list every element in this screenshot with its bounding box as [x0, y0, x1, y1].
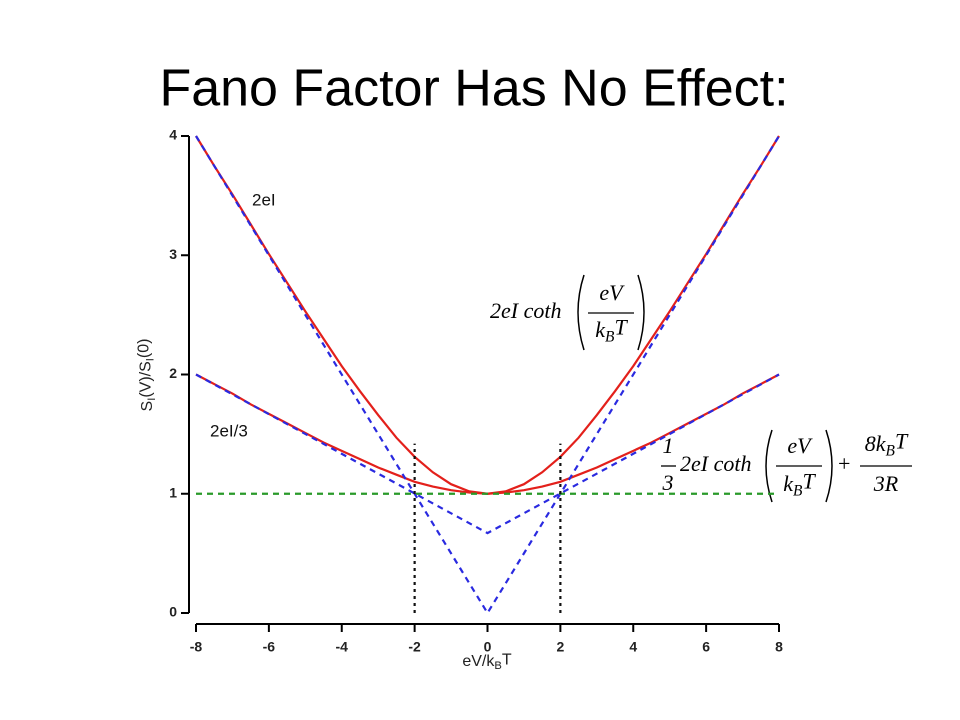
y-tick-label: 0: [169, 604, 177, 620]
x-tick-label: -2: [408, 639, 421, 655]
formula-text: 2eI coth: [490, 298, 561, 323]
formula-text: kBT: [595, 315, 628, 345]
y-axis-label: SI(V)/SI(0): [136, 339, 158, 412]
x-axis-label-part: T: [502, 652, 512, 669]
x-tick-label: -6: [263, 639, 276, 655]
x-axis-label: eV/kBT: [462, 652, 511, 672]
formula-text-part: k: [783, 471, 794, 496]
series-line: [195, 373, 780, 535]
y-tick-label: 1: [169, 484, 177, 500]
formula-text-part: T: [614, 315, 628, 340]
series-line: [195, 135, 780, 616]
formula-text: kBT: [783, 469, 816, 499]
formula-text: eV: [787, 433, 813, 458]
formula-text-part: T: [895, 429, 909, 454]
formula-text: 3: [662, 470, 674, 495]
formula-text: 8kBT: [865, 429, 909, 459]
x-axis-label-part: eV/k: [462, 653, 495, 670]
y-tick-label: 2: [169, 365, 177, 381]
y-axis-label-part: (0): [136, 339, 153, 359]
y-tick-label: 4: [169, 127, 177, 143]
formula-text-part: B: [886, 442, 896, 459]
x-axis-label-part: B: [494, 660, 501, 672]
formula-paren-1: [577, 274, 833, 503]
y-axis-label-part: I: [144, 358, 156, 361]
formula-text-part: B: [605, 328, 615, 345]
formula-text: +: [837, 451, 852, 476]
x-tick-label: -4: [336, 639, 349, 655]
formula-text: 2eI coth: [680, 451, 751, 476]
x-tick-label: 6: [702, 639, 710, 655]
formula-text: 3R: [873, 471, 899, 496]
x-tick-label: 4: [629, 639, 637, 655]
formula-text: eV: [599, 280, 625, 305]
formula-text-part: B: [793, 482, 803, 499]
slide-title: Fano Factor Has No Effect:: [159, 60, 788, 118]
x-tick-label: -8: [190, 639, 203, 655]
x-tick-label: 0: [484, 639, 492, 655]
y-axis-label-part: S: [139, 401, 156, 412]
formula-text: 1: [663, 433, 674, 458]
x-tick-label: 2: [556, 639, 564, 655]
curve-label: 2eI: [252, 190, 276, 209]
series-line: [195, 135, 780, 495]
curve-label: 2eI/3: [210, 421, 248, 440]
formula-text-part: 8k: [865, 431, 887, 456]
y-axis-label-part: (V)/S: [138, 361, 155, 397]
formula-text-part: k: [595, 317, 606, 342]
y-axis-label-part: I: [146, 398, 158, 401]
formula-text-part: T: [802, 469, 816, 494]
x-tick-label: 8: [775, 639, 783, 655]
y-tick-label: 3: [169, 246, 177, 262]
